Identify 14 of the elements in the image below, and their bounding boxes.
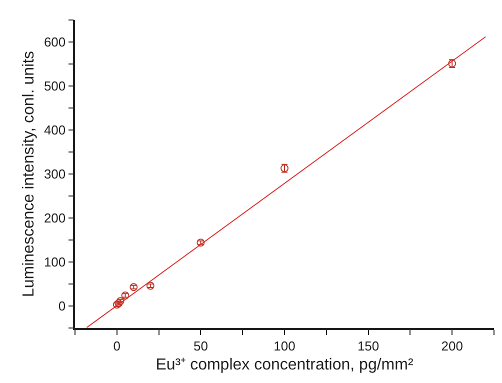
x-tick-label: 100 [274,338,296,354]
y-tick-label: 500 [44,78,66,94]
x-tick-label: 200 [441,338,463,354]
x-tick-label: 150 [357,338,380,354]
y-tick-label: 0 [58,298,66,314]
y-axis-title: Luminescence intensity, conl. units [20,50,38,298]
x-tick-label: 50 [193,338,208,354]
y-tick-label: 100 [44,254,66,270]
y-tick-label: 200 [44,210,66,226]
y-tick-label: 600 [44,34,66,50]
y-tick-label: 400 [44,122,66,138]
x-tick-label: 0 [113,338,121,354]
x-axis-title: Eu³⁺ complex concentration, pg/mm² [156,356,414,374]
y-tick-label: 300 [44,166,66,182]
